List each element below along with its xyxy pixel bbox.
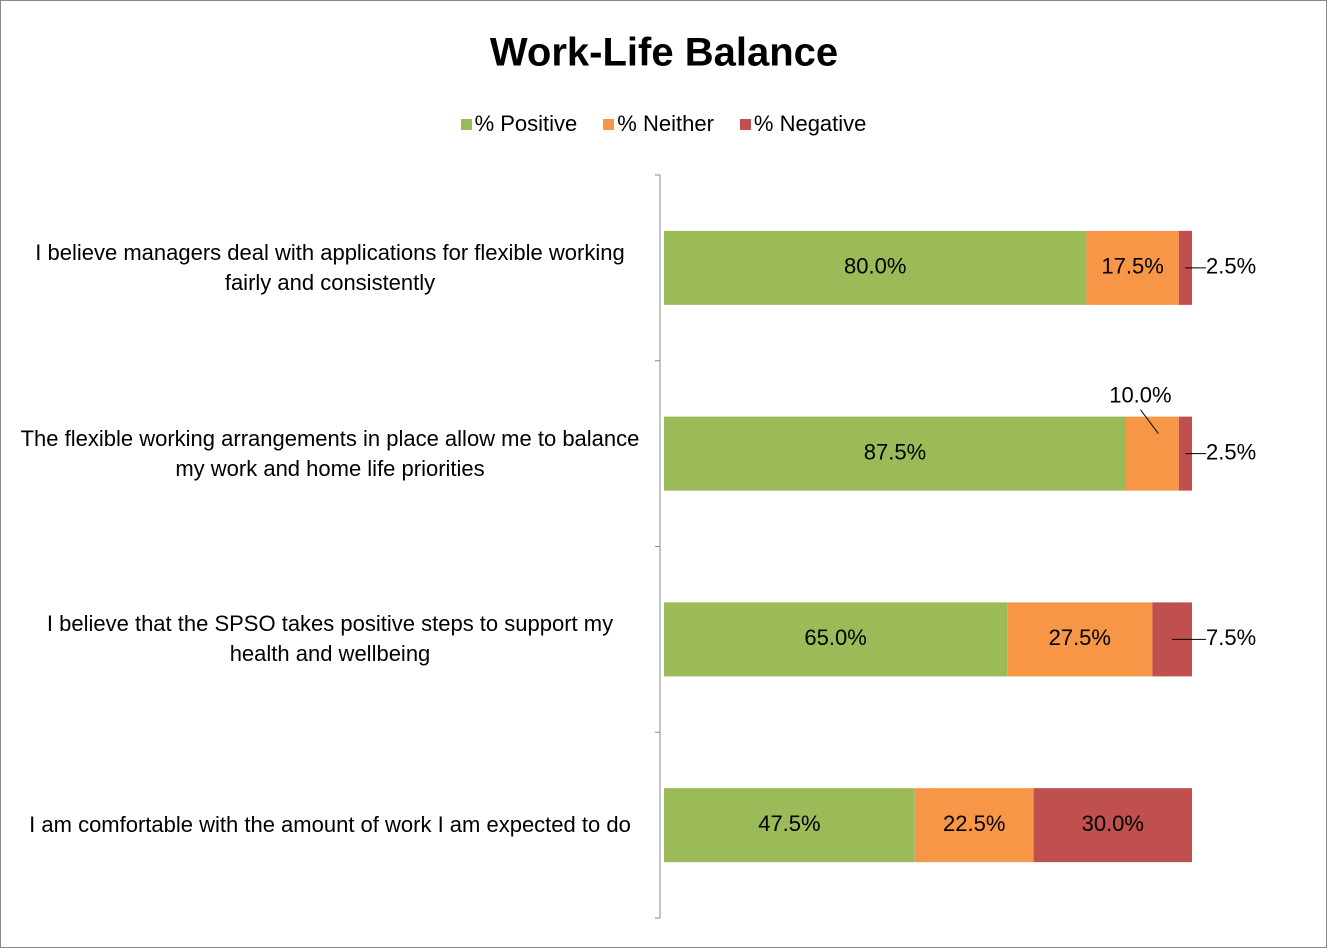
- bar-segment: [664, 602, 1008, 677]
- legend: % Positive % Neither % Negative: [0, 109, 1327, 139]
- legend-item: % Neither: [603, 109, 714, 139]
- legend-swatch: [739, 118, 751, 130]
- legend-label: % Negative: [753, 111, 867, 136]
- data-label: 27.5%: [1049, 625, 1111, 650]
- bar-segment: [914, 788, 1034, 863]
- data-label: 22.5%: [943, 811, 1005, 836]
- bar-segment: [1007, 602, 1153, 677]
- category-label: I believe managers deal with application…: [35, 239, 625, 295]
- leader-line: [1140, 409, 1159, 434]
- data-label: 65.0%: [804, 625, 866, 650]
- bar-segment: [664, 788, 915, 863]
- legend-item: % Negative: [739, 109, 867, 139]
- category-label: I am comfortable with the amount of work…: [29, 812, 631, 838]
- bar-segment: [1086, 230, 1179, 305]
- legend-item: % Positive: [460, 109, 578, 139]
- data-label: 2.5%: [1206, 254, 1256, 279]
- data-label: 80.0%: [844, 254, 906, 279]
- legend-label: % Positive: [474, 111, 578, 136]
- data-label: 2.5%: [1206, 439, 1256, 464]
- legend-swatch: [603, 118, 615, 130]
- bar-segment: [664, 230, 1087, 305]
- bar-segment: [1033, 788, 1192, 863]
- legend-swatch: [460, 118, 472, 130]
- category-label: I believe that the SPSO takes positive s…: [46, 611, 614, 667]
- data-label: 17.5%: [1101, 254, 1163, 279]
- bar-segment: [1126, 416, 1179, 491]
- data-label: 7.5%: [1206, 625, 1256, 650]
- chart-title: Work-Life Balance: [490, 31, 838, 75]
- data-label: 30.0%: [1082, 811, 1144, 836]
- data-label: 47.5%: [758, 811, 820, 836]
- data-label: 10.0%: [1109, 382, 1171, 407]
- bar-segment: [664, 416, 1126, 491]
- data-label: 87.5%: [864, 439, 926, 464]
- legend-label: % Neither: [617, 111, 714, 136]
- category-label: The flexible working arrangements in pla…: [20, 425, 640, 481]
